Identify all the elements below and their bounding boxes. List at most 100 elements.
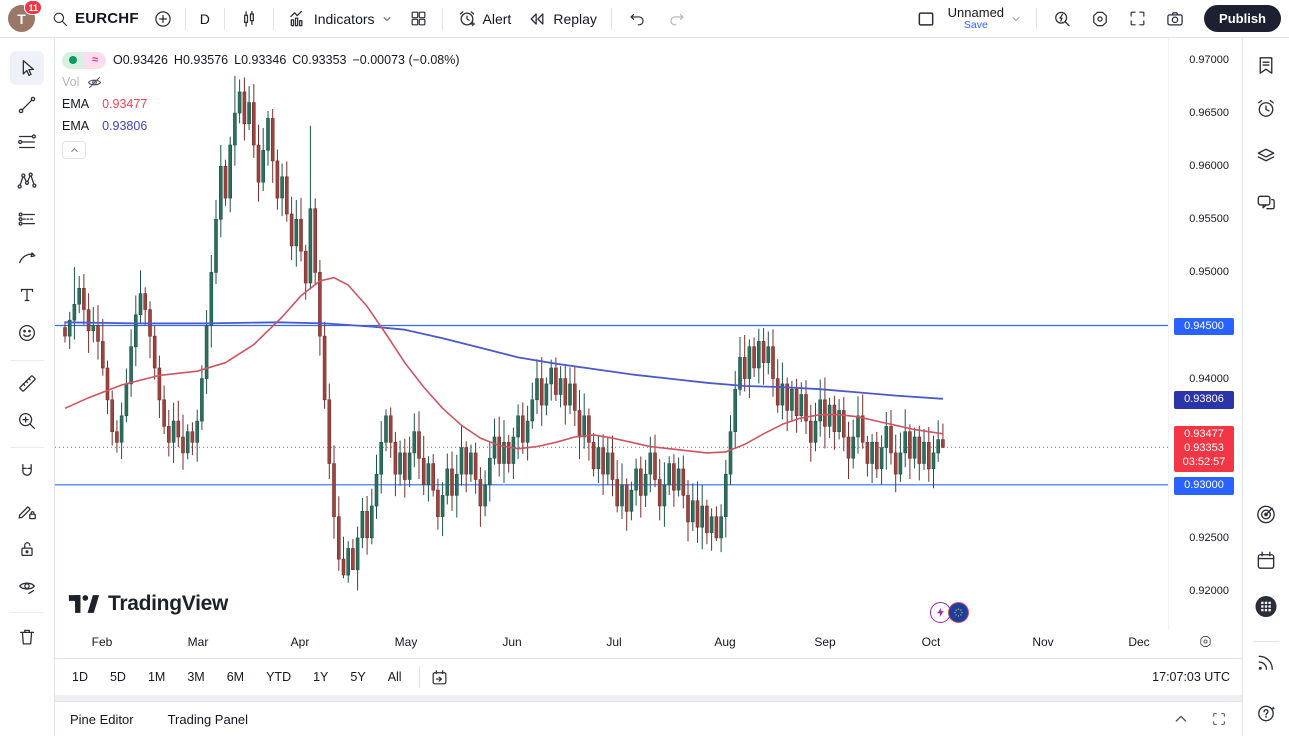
ema-blue-line	[64, 321, 943, 400]
remove-objects-tool[interactable]	[10, 620, 44, 654]
apps-grid-button[interactable]	[1255, 595, 1278, 623]
month-tick-Oct: Oct	[921, 635, 941, 649]
legend-collapse-button[interactable]	[62, 141, 86, 159]
panel-maximize-icon[interactable]	[1211, 711, 1227, 727]
drawing-edit-lock-tool-icon	[16, 500, 38, 522]
timezone-clock[interactable]: 17:07:03 UTC	[1152, 670, 1230, 684]
streams-rss-button[interactable]	[1255, 651, 1278, 679]
magnet-tool[interactable]	[10, 455, 44, 489]
panel-expand-chevron-icon[interactable]	[1173, 711, 1189, 727]
indicators-button[interactable]: Indicators	[280, 4, 401, 34]
tradingview-watermark: TradingView	[68, 592, 228, 616]
top-movers-button[interactable]	[1255, 503, 1278, 531]
layout-select-icon[interactable]	[916, 9, 936, 29]
user-avatar[interactable]: T 11	[8, 0, 42, 32]
range-button-1d[interactable]: 1D	[72, 670, 88, 684]
snapshot-camera-icon[interactable]	[1165, 9, 1185, 29]
range-button-5d[interactable]: 5D	[109, 670, 126, 684]
range-button-1m[interactable]: 1M	[147, 670, 166, 684]
help-button[interactable]	[1255, 701, 1278, 729]
month-tick-Dec: Dec	[1128, 635, 1150, 649]
axis-settings-gear-icon[interactable]	[1198, 634, 1213, 649]
indicators-icon	[288, 9, 308, 29]
zoom-in-tool[interactable]	[10, 404, 44, 438]
range-button-6m[interactable]: 6M	[226, 670, 245, 684]
trading-panel-tab[interactable]: Trading Panel	[167, 711, 249, 727]
ruler-tool[interactable]	[10, 366, 44, 400]
brush-tool-icon	[16, 247, 38, 269]
pine-editor-tab[interactable]: Pine Editor	[70, 711, 134, 727]
interval-button[interactable]: D	[192, 4, 218, 34]
eye-hidden-icon[interactable]	[86, 74, 103, 91]
replay-button[interactable]: Replay	[519, 4, 605, 34]
text-tool[interactable]	[10, 278, 44, 312]
trend-line-tool[interactable]	[10, 88, 44, 122]
alert-button[interactable]: Alert	[449, 4, 520, 34]
watchlist-button[interactable]	[1255, 54, 1278, 82]
time-axis[interactable]: Feb Mar Apr May Jun Jul Aug Sep Oct Nov Dec	[55, 630, 1242, 658]
undo-icon[interactable]	[628, 9, 647, 28]
range-button-5y[interactable]: 5Y	[350, 670, 366, 684]
brush-tool[interactable]	[10, 241, 44, 275]
calendar-button[interactable]	[1255, 549, 1278, 577]
publish-button[interactable]: Publish	[1204, 5, 1281, 32]
trend-line-tool-icon	[16, 94, 38, 116]
go-to-date-icon[interactable]	[430, 668, 449, 687]
range-button-3m[interactable]: 3M	[187, 670, 205, 684]
alerts-clock-button[interactable]	[1255, 97, 1278, 125]
xabcd-pattern-tool[interactable]	[10, 164, 44, 198]
replay-label: Replay	[553, 10, 597, 27]
symbol-name: EURCHF	[75, 10, 139, 27]
chat-button[interactable]	[1255, 191, 1278, 219]
fib-lines-tool[interactable]	[10, 125, 44, 159]
low-value: L0.93346	[234, 53, 287, 67]
volume-legend-row[interactable]: Vol	[62, 71, 466, 93]
indicator-templates-icon[interactable]	[409, 9, 428, 28]
month-tick-Jul: Jul	[606, 635, 622, 649]
emoji-tool[interactable]	[10, 316, 44, 350]
hide-drawings-tool-icon	[16, 576, 38, 598]
market-status-dot	[62, 51, 84, 69]
range-button-all[interactable]: All	[387, 670, 402, 684]
range-button-ytd[interactable]: YTD	[266, 670, 292, 684]
save-button[interactable]: Save	[963, 18, 988, 31]
chevron-down-icon[interactable]	[1010, 13, 1022, 25]
ema-legend-row-1[interactable]: EMA 0.93477	[62, 93, 466, 115]
drawing-edit-lock-tool[interactable]	[10, 494, 44, 528]
eu-flag-event-badge[interactable]	[948, 602, 969, 623]
chart-style-candles-icon[interactable]	[239, 9, 259, 29]
settings-gear-icon[interactable]	[1090, 9, 1110, 29]
rail-divider	[10, 360, 44, 361]
quick-search-icon[interactable]	[1052, 9, 1072, 29]
candlestick-chart	[55, 75, 1168, 591]
ema-legend-row-2[interactable]: EMA 0.93806	[62, 115, 466, 137]
object-tree-layers-button[interactable]	[1255, 144, 1278, 172]
layout-name-menu[interactable]: Unnamed Save	[944, 5, 1008, 32]
range-button-1y[interactable]: 1Y	[313, 670, 329, 684]
cursor-tool[interactable]	[10, 51, 44, 85]
close-value: C0.93353	[292, 53, 347, 67]
ema-blue-tag: 0.93806	[1174, 391, 1234, 409]
redo-icon[interactable]	[667, 9, 686, 28]
rail-divider	[10, 612, 44, 613]
price-axis[interactable]: 0.97000 0.96500 0.96000 0.95500 0.95000 0.940…	[1168, 38, 1242, 630]
hide-drawings-tool[interactable]	[10, 570, 44, 604]
object-tree-layers-icon	[1255, 144, 1278, 167]
fullscreen-icon[interactable]	[1128, 9, 1147, 28]
symbol-search-button[interactable]: EURCHF	[43, 4, 147, 34]
lock-all-tool[interactable]	[10, 532, 44, 566]
alerts-clock-icon	[1255, 97, 1278, 120]
fib-lines-tool-icon	[16, 131, 38, 153]
symbol-legend-row[interactable]: ≈ O0.93426 H0.93576 L0.93346 C0.93353 −0.000…	[62, 49, 466, 71]
legend-pane: ≈ O0.93426 H0.93576 L0.93346 C0.93353 −0.000…	[62, 49, 466, 159]
compare-add-icon[interactable]	[153, 9, 173, 29]
projection-tool[interactable]	[10, 203, 44, 237]
price-tick-0.94000: 0.94000	[1189, 372, 1229, 385]
data-status-pill: ≈	[62, 51, 106, 69]
month-tick-Feb: Feb	[91, 635, 113, 649]
chart-plot-area[interactable]	[55, 38, 1168, 630]
avatar-initial: T	[17, 10, 26, 27]
search-icon	[51, 10, 69, 28]
ema-red-line	[64, 276, 944, 454]
right-widget-rail	[1242, 38, 1289, 736]
